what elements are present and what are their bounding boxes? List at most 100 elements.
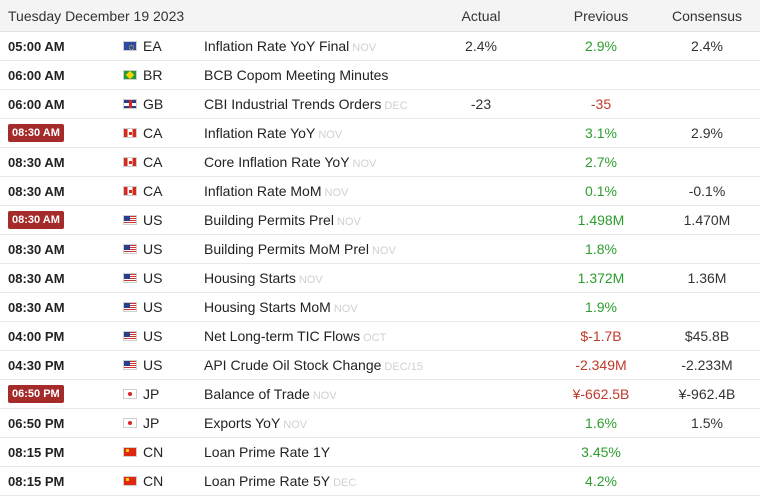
country-code: JP (143, 415, 160, 431)
event-time: 08:30 AM (0, 300, 118, 315)
event-name-link[interactable]: Inflation Rate YoY (204, 125, 316, 141)
actual-value: 2.4% (465, 38, 497, 54)
event-row[interactable]: 06:50 PM JP Exports YoY NOV 1.6% 1.5% (0, 409, 760, 438)
actual-value: -23 (470, 96, 492, 112)
consensus-value: -0.1% (688, 183, 726, 199)
event-name-link[interactable]: Net Long-term TIC Flows (204, 328, 361, 344)
event-name-link[interactable]: Housing Starts (204, 270, 296, 286)
event-row[interactable]: 08:15 PM CN Loan Prime Rate 5Y DEC 4.2% (0, 467, 760, 496)
event-time: 08:30 AM (0, 155, 118, 170)
event-row[interactable]: 08:15 PM CN Loan Prime Rate 1Y 3.45% (0, 438, 760, 467)
reference-period: NOV (336, 216, 361, 228)
previous-value: 3.1% (585, 125, 617, 141)
consensus-column-header[interactable]: Consensus (671, 7, 743, 24)
reference-period: NOV (352, 158, 377, 170)
event-row[interactable]: 06:00 AM GB CBI Industrial Trends Orders DE… (0, 90, 760, 119)
time-label: 05:00 AM (8, 38, 65, 54)
event-row[interactable]: 06:50 PM JP Balance of Trade NOV ¥-662.5B ¥-9… (0, 380, 760, 409)
jp-flag-icon (123, 389, 137, 399)
event-name-link[interactable]: Building Permits MoM Prel (204, 241, 369, 257)
event-name-link[interactable]: Inflation Rate MoM (204, 183, 322, 199)
previous-value: 1.372M (577, 270, 625, 286)
us-flag-icon (123, 215, 137, 225)
gb-flag-icon (123, 99, 137, 109)
previous-value: 1.498M (577, 212, 625, 228)
event-cell: Loan Prime Rate 1Y (204, 444, 414, 460)
event-row[interactable]: 04:30 PM US API Crude Oil Stock Change DEC/… (0, 351, 760, 380)
event-row[interactable]: 08:30 AM CA Inflation Rate MoM NOV 0.1% -0.1% (0, 177, 760, 206)
event-time: 08:30 AM (0, 242, 118, 257)
date-heading: Tuesday December 19 2023 (8, 7, 185, 24)
event-row[interactable]: 08:30 AM US Building Permits Prel NOV 1.498M… (0, 206, 760, 235)
country-cell: CA (118, 154, 204, 170)
consensus-value: 1.470M (683, 212, 731, 228)
country-code: US (143, 241, 163, 257)
reference-period: NOV (283, 419, 308, 431)
event-name-link[interactable]: Balance of Trade (204, 386, 310, 402)
time-label: 06:50 PM (8, 415, 65, 431)
event-name-link[interactable]: Loan Prime Rate 1Y (204, 444, 331, 460)
ca-flag-icon (123, 186, 137, 196)
consensus-value: 1.36M (687, 270, 727, 286)
country-code: CA (143, 154, 163, 170)
event-cell: Balance of Trade NOV (204, 386, 414, 402)
event-cell: Housing Starts NOV (204, 270, 414, 286)
previous-value: 3.45% (581, 444, 621, 460)
us-flag-icon (123, 273, 137, 283)
country-cell: BR (118, 67, 204, 83)
previous-value: 1.9% (585, 299, 617, 315)
reference-period: DEC (384, 100, 408, 112)
event-name-link[interactable]: Exports YoY (204, 415, 281, 431)
country-code: US (143, 328, 163, 344)
event-name-link[interactable]: Building Permits Prel (204, 212, 334, 228)
event-row[interactable]: 06:00 AM BR BCB Copom Meeting Minutes (0, 61, 760, 90)
event-row[interactable]: 08:30 AM US Building Permits MoM Prel NOV 1.… (0, 235, 760, 264)
country-cell: CN (118, 473, 204, 489)
event-row[interactable]: 04:00 PM US Net Long-term TIC Flows OCT $-1.… (0, 322, 760, 351)
reference-period: OCT (363, 332, 387, 344)
reference-period: NOV (324, 187, 349, 199)
time-label: 08:30 AM (8, 154, 65, 170)
event-row[interactable]: 05:00 AM EA Inflation Rate YoY Final NOV 2.4… (0, 32, 760, 61)
event-time: 04:00 PM (0, 329, 118, 344)
time-label: 08:30 AM (8, 299, 65, 315)
event-cell: Inflation Rate YoY NOV (204, 125, 414, 141)
previous-value: 1.6% (585, 415, 617, 431)
reference-period: DEC/15 (384, 361, 423, 373)
previous-value: -35 (590, 96, 612, 112)
jp-flag-icon (123, 418, 137, 428)
reference-period: NOV (333, 303, 358, 315)
country-code: EA (143, 38, 162, 54)
us-flag-icon (123, 302, 137, 312)
event-name-link[interactable]: Core Inflation Rate YoY (204, 154, 350, 170)
ea-flag-icon (123, 41, 137, 51)
event-name-link[interactable]: BCB Copom Meeting Minutes (204, 67, 389, 83)
actual-column-header[interactable]: Actual (461, 7, 501, 24)
event-row[interactable]: 08:30 AM CA Core Inflation Rate YoY NOV 2.7% (0, 148, 760, 177)
time-label: 04:30 PM (8, 357, 65, 373)
event-name-link[interactable]: Inflation Rate YoY Final (204, 38, 350, 54)
event-cell: Exports YoY NOV (204, 415, 414, 431)
event-name-link[interactable]: Housing Starts MoM (204, 299, 331, 315)
reference-period: NOV (312, 390, 337, 402)
event-name-link[interactable]: CBI Industrial Trends Orders (204, 96, 382, 112)
country-cell: CN (118, 444, 204, 460)
consensus-value: ¥-962.4B (678, 386, 736, 402)
event-row[interactable]: 08:30 AM CA Inflation Rate YoY NOV 3.1% 2.9% (0, 119, 760, 148)
country-code: BR (143, 67, 163, 83)
event-row[interactable]: 08:30 AM US Housing Starts MoM NOV 1.9% (0, 293, 760, 322)
country-cell: US (118, 357, 204, 373)
event-row[interactable]: 08:30 AM US Housing Starts NOV 1.372M 1.36M (0, 264, 760, 293)
event-name-link[interactable]: API Crude Oil Stock Change (204, 357, 382, 373)
event-name-link[interactable]: Loan Prime Rate 5Y (204, 473, 331, 489)
event-time: 08:30 AM (0, 184, 118, 199)
reference-period: DEC (333, 477, 357, 489)
consensus-value: 1.5% (691, 415, 723, 431)
time-label: 06:00 AM (8, 67, 65, 83)
country-code: CN (143, 444, 164, 460)
country-cell: US (118, 270, 204, 286)
country-cell: US (118, 328, 204, 344)
us-flag-icon (123, 244, 137, 254)
country-cell: CA (118, 183, 204, 199)
previous-column-header[interactable]: Previous (573, 7, 629, 24)
